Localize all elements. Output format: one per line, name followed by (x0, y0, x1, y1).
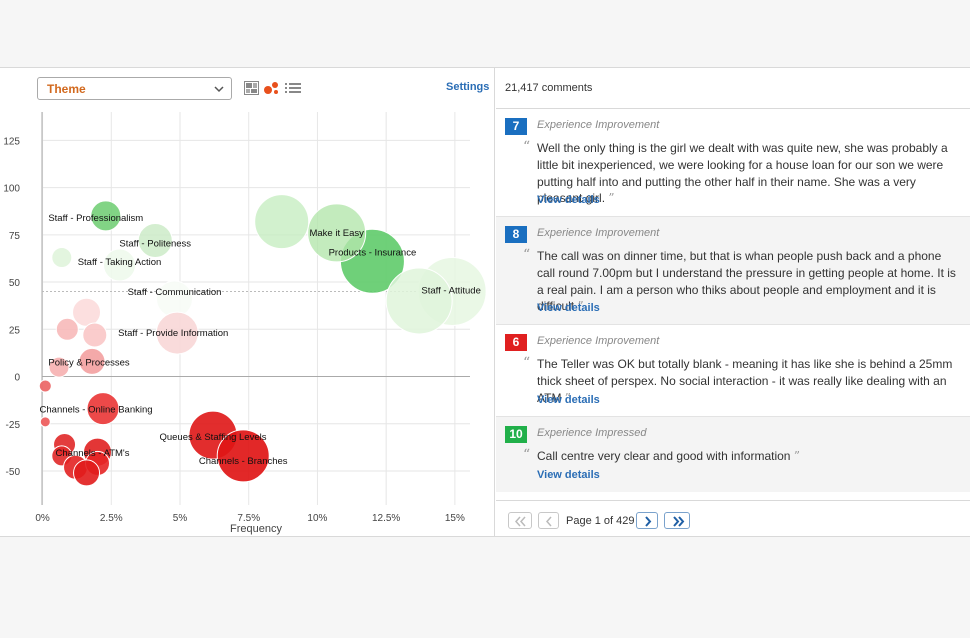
bubble (385, 267, 453, 335)
bubble-label: Channels - Branches (199, 456, 288, 467)
comment-item: 6 Experience Improvement “ The Teller wa… (496, 325, 970, 417)
bubble (73, 459, 101, 487)
divider (496, 108, 970, 109)
x-tick-label: 5% (173, 513, 188, 524)
prev-page-button[interactable] (538, 512, 559, 529)
bubble (86, 392, 120, 426)
bubble (39, 416, 51, 428)
bubble-label: Channels - ATM's (56, 448, 130, 459)
quote-open-icon: “ (523, 447, 531, 463)
score-badge: 8 (505, 226, 527, 243)
y-tick-label: -50 (6, 467, 21, 478)
quote-close-icon: ” (608, 191, 615, 206)
score-badge: 7 (505, 118, 527, 135)
comments-panel: 21,417 comments 7 Experience Improvement… (496, 68, 970, 536)
first-page-button[interactable] (508, 512, 532, 529)
chevron-left-icon (545, 516, 552, 527)
bubble (103, 248, 137, 282)
chart-panel: Theme Settings 0% 2.5% 5% 7.5% 10% 12.5% 15% 12… (0, 68, 495, 536)
x-tick-label: 7.5% (237, 513, 260, 524)
bubble (78, 347, 106, 375)
x-tick-label: 12.5% (372, 513, 400, 524)
comment-item: 8 Experience Improvement “ The call was … (496, 217, 970, 325)
comment-category: Experience Improvement (537, 335, 660, 347)
x-tick-label: 2.5% (100, 513, 123, 524)
y-tick-label: 125 (3, 136, 20, 147)
bubble (216, 429, 270, 483)
quote-close-icon: ” (564, 390, 571, 405)
view-details-link[interactable]: View details (537, 302, 600, 314)
bubble-label: Staff - Provide Information (118, 328, 228, 339)
quote-open-icon: “ (523, 247, 531, 263)
quote-close-icon: ” (577, 299, 584, 314)
comment-count: 21,417 comments (505, 82, 593, 94)
next-page-button[interactable] (636, 512, 658, 529)
bubble (55, 317, 79, 341)
last-page-button[interactable] (664, 512, 690, 529)
theme-dropdown[interactable]: Theme (37, 77, 232, 100)
bubble-label: Channels - Online Banking (40, 405, 153, 416)
y-tick-label: -25 (6, 420, 21, 431)
y-tick-label: 100 (3, 184, 20, 195)
bubble (82, 322, 108, 348)
y-tick-label: 50 (9, 278, 21, 289)
comment-text: Well the only thing is the girl we dealt… (537, 141, 948, 206)
bubble-label: Products - Insurance (329, 247, 417, 258)
bubble (90, 200, 122, 232)
bubble (137, 222, 173, 258)
score-badge: 10 (505, 426, 527, 443)
comment-text: Call centre very clear and good with inf… (537, 449, 800, 463)
bubble-label: Queues & Staffing Levels (159, 432, 266, 443)
theme-dropdown-value: Theme (47, 82, 86, 96)
view-details-link[interactable]: View details (537, 194, 600, 206)
chevron-right-icon (645, 516, 652, 527)
bubble-label: Staff - Professionalism (48, 213, 143, 224)
bubble (254, 194, 310, 250)
list-view-icon[interactable] (285, 81, 301, 95)
chevron-down-icon (214, 86, 224, 93)
bubble-label: Staff - Communication (128, 287, 222, 298)
bubble-view-icon[interactable] (263, 81, 280, 95)
y-tick-label: 0 (14, 373, 20, 384)
comment-text: The call was on dinner time, but that is… (537, 249, 956, 314)
score-badge: 6 (505, 334, 527, 351)
pagination: Page 1 of 429 (496, 500, 970, 536)
comment-text: The Teller was OK but totally blank - me… (537, 357, 953, 405)
bubble-label: Policy & Processes (48, 357, 130, 368)
x-tick-label: 0% (35, 513, 50, 524)
bubble (38, 379, 52, 393)
y-tick-label: 25 (9, 325, 21, 336)
double-chevron-right-icon (673, 516, 685, 527)
bubble-label: Staff - Attitude (421, 285, 481, 296)
app-window: Theme Settings 0% 2.5% 5% 7.5% 10% 12.5% 15% 12… (0, 67, 970, 537)
bubble (51, 246, 73, 268)
settings-link[interactable]: Settings (446, 81, 490, 93)
comment-item: 7 Experience Improvement “ Well the only… (496, 109, 970, 217)
bubble (155, 311, 199, 355)
bubble-label: Staff - Taking Action (78, 257, 162, 268)
x-axis-label: Frequency (230, 523, 282, 535)
x-tick-label: 15% (445, 513, 465, 524)
comment-category: Experience Improvement (537, 119, 660, 131)
bubble-label: Staff - Politeness (119, 238, 191, 249)
view-details-link[interactable]: View details (537, 394, 600, 406)
view-details-link[interactable]: View details (537, 469, 600, 481)
comment-category: Experience Improvement (537, 227, 660, 239)
grid-view-icon[interactable] (244, 81, 259, 95)
comment-item: 10 Experience Impressed “ Call centre ve… (496, 417, 970, 492)
quote-close-icon: ” (793, 449, 800, 463)
double-chevron-left-icon (514, 516, 526, 527)
y-tick-label: 75 (9, 231, 21, 242)
bubble-label: Make it Easy (309, 228, 364, 239)
x-tick-label: 10% (307, 513, 327, 524)
comment-category: Experience Impressed (537, 427, 647, 439)
bubble (72, 297, 102, 327)
quote-open-icon: “ (523, 355, 531, 371)
quote-open-icon: “ (523, 139, 531, 155)
bubble (307, 203, 367, 263)
comment-list: 7 Experience Improvement “ Well the only… (496, 109, 970, 492)
bubble (48, 356, 70, 378)
page-indicator: Page 1 of 429 (566, 515, 635, 527)
bubble-chart: 0% 2.5% 5% 7.5% 10% 12.5% 15% 125 100 75 50 25 0 -25 -… (3, 112, 487, 535)
